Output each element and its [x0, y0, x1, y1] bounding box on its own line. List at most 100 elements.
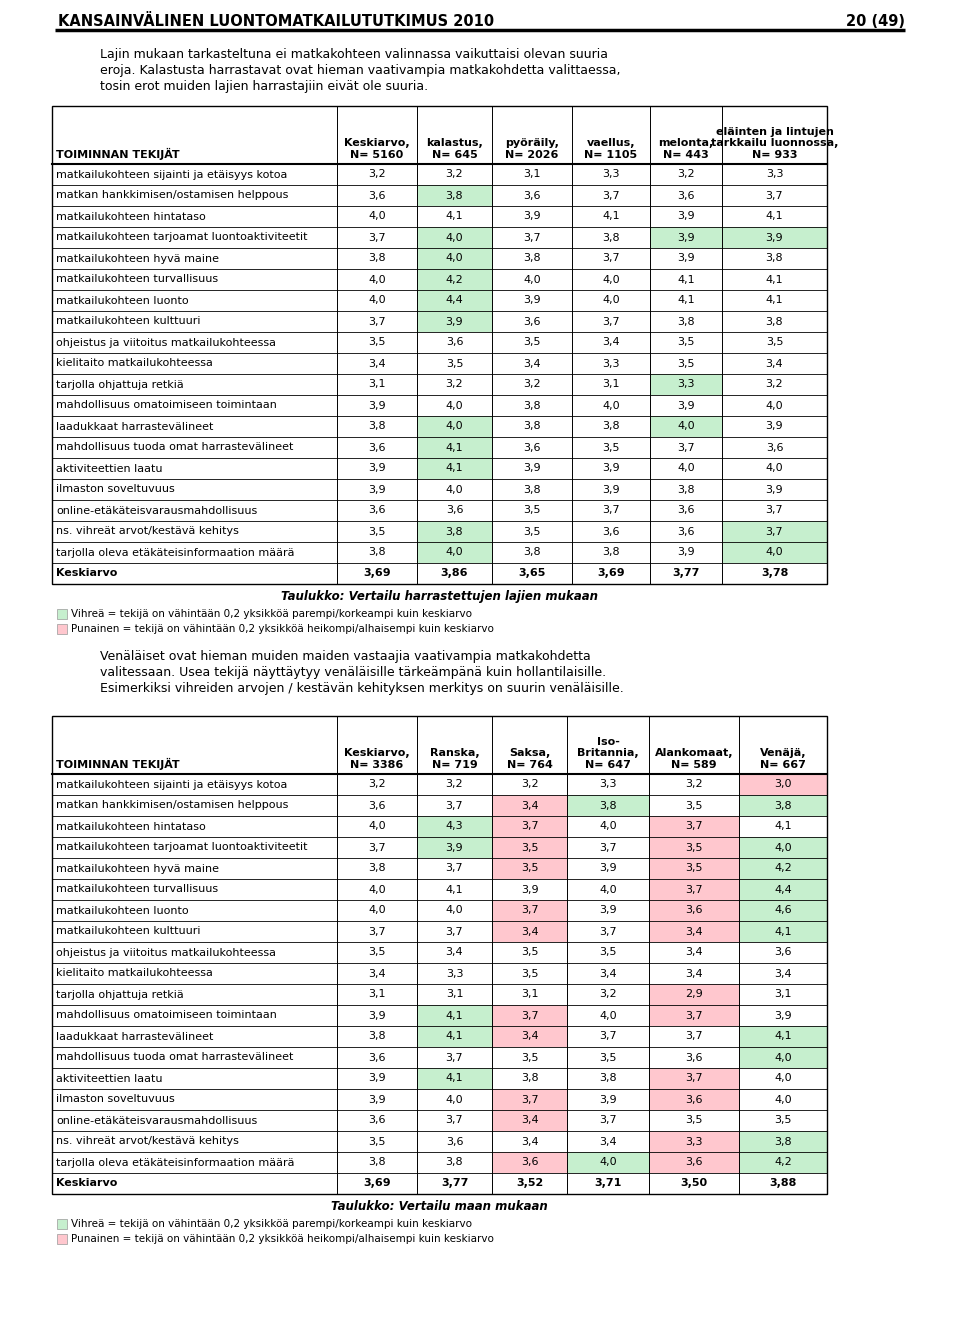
Bar: [492, 1110, 567, 1131]
Bar: [567, 1152, 649, 1173]
Text: 4,1: 4,1: [774, 822, 792, 832]
Text: matkailukohteen turvallisuus: matkailukohteen turvallisuus: [56, 885, 218, 894]
Text: tarjolla ohjattuja retkiä: tarjolla ohjattuja retkiä: [56, 379, 183, 390]
Text: 3,7: 3,7: [685, 1031, 703, 1042]
Text: 3,7: 3,7: [445, 1052, 464, 1063]
Text: 4,1: 4,1: [766, 212, 783, 221]
Text: 4,0: 4,0: [369, 296, 386, 305]
Text: 3,7: 3,7: [599, 1115, 617, 1126]
Bar: [57, 624, 67, 633]
Text: 3,9: 3,9: [766, 422, 783, 431]
Text: Vihreä = tekijä on vähintään 0,2 yksikköä parempi/korkeampi kuin keskiarvo: Vihreä = tekijä on vähintään 0,2 yksikkö…: [71, 609, 472, 619]
Text: 3,8: 3,8: [766, 316, 783, 327]
Text: vaellus,
N= 1105: vaellus, N= 1105: [585, 138, 637, 159]
Text: 3,7: 3,7: [445, 801, 464, 810]
Text: 4,1: 4,1: [445, 1074, 464, 1083]
Text: 3,4: 3,4: [599, 1137, 617, 1146]
Text: 3,8: 3,8: [369, 1031, 386, 1042]
Bar: [650, 374, 722, 395]
Text: KANSAINVÄLINEN LUONTOMATKAILUTUTKIMUS 2010: KANSAINVÄLINEN LUONTOMATKAILUTUTKIMUS 20…: [58, 13, 494, 29]
Text: Vihreä = tekijä on vähintään 0,2 yksikköä parempi/korkeampi kuin keskiarvo: Vihreä = tekijä on vähintään 0,2 yksikkö…: [71, 1218, 472, 1229]
Text: 4,0: 4,0: [602, 274, 620, 284]
Text: 3,69: 3,69: [597, 569, 625, 578]
Text: 3,7: 3,7: [520, 1011, 539, 1020]
Text: matkan hankkimisen/ostamisen helppous: matkan hankkimisen/ostamisen helppous: [56, 801, 288, 810]
Bar: [492, 815, 567, 837]
Text: 3,8: 3,8: [774, 1137, 792, 1146]
Text: 3,3: 3,3: [602, 170, 620, 179]
Text: eläinten ja lintujen
tarkkailu luonnossa,
N= 933: eläinten ja lintujen tarkkailu luonnossa…: [710, 127, 838, 159]
Text: 3,9: 3,9: [677, 233, 695, 242]
Text: 3,5: 3,5: [685, 1115, 703, 1126]
Bar: [492, 1006, 567, 1026]
Text: 4,0: 4,0: [445, 905, 464, 916]
Text: 3,8: 3,8: [599, 1074, 617, 1083]
Text: 3,9: 3,9: [602, 485, 620, 494]
Text: 3,9: 3,9: [369, 400, 386, 411]
Text: 3,0: 3,0: [775, 779, 792, 790]
Text: eroja. Kalastusta harrastavat ovat hieman vaativampia matkakohdetta valittaessa,: eroja. Kalastusta harrastavat ovat hiema…: [100, 64, 620, 78]
Text: Saksa,
N= 764: Saksa, N= 764: [507, 749, 552, 770]
Text: 3,2: 3,2: [520, 779, 539, 790]
Text: 3,71: 3,71: [594, 1178, 622, 1189]
Text: 3,2: 3,2: [369, 170, 386, 179]
Text: 3,5: 3,5: [685, 864, 703, 873]
Text: 4,4: 4,4: [445, 296, 464, 305]
Text: ohjeistus ja viitoitus matkailukohteessa: ohjeistus ja viitoitus matkailukohteessa: [56, 337, 276, 348]
Text: 4,1: 4,1: [445, 442, 464, 453]
Bar: [649, 815, 739, 837]
Text: 3,4: 3,4: [520, 1115, 539, 1126]
Text: online-etäkäteisvarausmahdollisuus: online-etäkäteisvarausmahdollisuus: [56, 1115, 257, 1126]
Text: matkailukohteen luonto: matkailukohteen luonto: [56, 905, 188, 916]
Text: tarjolla oleva etäkäteisinformaation määrä: tarjolla oleva etäkäteisinformaation mää…: [56, 1157, 295, 1168]
Text: ns. vihreät arvot/kestävä kehitys: ns. vihreät arvot/kestävä kehitys: [56, 1137, 239, 1146]
Text: 3,2: 3,2: [685, 779, 703, 790]
Text: ohjeistus ja viitoitus matkailukohteessa: ohjeistus ja viitoitus matkailukohteessa: [56, 948, 276, 957]
Bar: [417, 815, 492, 837]
Text: 3,6: 3,6: [369, 506, 386, 516]
Bar: [57, 1218, 67, 1229]
Text: 4,1: 4,1: [766, 274, 783, 284]
Text: 3,7: 3,7: [445, 927, 464, 936]
Text: 3,6: 3,6: [520, 1157, 539, 1168]
Text: 4,0: 4,0: [599, 1011, 617, 1020]
Text: 3,3: 3,3: [602, 359, 620, 368]
Text: 3,6: 3,6: [369, 801, 386, 810]
Bar: [492, 858, 567, 878]
Text: 3,1: 3,1: [445, 990, 464, 999]
Text: Venäjä,
N= 667: Venäjä, N= 667: [759, 749, 806, 770]
Text: 3,7: 3,7: [602, 316, 620, 327]
Text: 3,5: 3,5: [599, 1052, 616, 1063]
Text: Alankomaat,
N= 589: Alankomaat, N= 589: [655, 749, 733, 770]
Text: 3,8: 3,8: [766, 253, 783, 264]
Bar: [649, 1152, 739, 1173]
Bar: [492, 1152, 567, 1173]
Text: 3,9: 3,9: [445, 842, 464, 853]
Text: 3,9: 3,9: [523, 212, 540, 221]
Text: 3,2: 3,2: [523, 379, 540, 390]
Text: matkailukohteen sijainti ja etäisyys kotoa: matkailukohteen sijainti ja etäisyys kot…: [56, 779, 287, 790]
Bar: [52, 716, 827, 1194]
Text: 3,9: 3,9: [599, 1094, 617, 1105]
Text: Punainen = tekijä on vähintään 0,2 yksikköä heikompi/alhaisempi kuin keskiarvo: Punainen = tekijä on vähintään 0,2 yksik…: [71, 624, 493, 633]
Text: 4,0: 4,0: [445, 253, 464, 264]
Text: 3,5: 3,5: [520, 948, 539, 957]
Bar: [739, 900, 827, 921]
Text: 3,5: 3,5: [523, 337, 540, 348]
Text: TOIMINNAN TEKIJÄT: TOIMINNAN TEKIJÄT: [56, 758, 180, 770]
Text: 4,2: 4,2: [774, 864, 792, 873]
Bar: [417, 291, 492, 311]
Text: 4,0: 4,0: [523, 274, 540, 284]
Text: 3,7: 3,7: [602, 253, 620, 264]
Text: ns. vihreät arvot/kestävä kehitys: ns. vihreät arvot/kestävä kehitys: [56, 526, 239, 537]
Text: 4,0: 4,0: [766, 463, 783, 474]
Text: 3,2: 3,2: [599, 990, 617, 999]
Text: 4,0: 4,0: [599, 822, 617, 832]
Bar: [417, 248, 492, 269]
Text: tosin erot muiden lajien harrastajiin eivät ole suuria.: tosin erot muiden lajien harrastajiin ei…: [100, 80, 428, 92]
Text: ilmaston soveltuvuus: ilmaston soveltuvuus: [56, 485, 175, 494]
Text: 3,9: 3,9: [602, 463, 620, 474]
Bar: [739, 921, 827, 943]
Text: 3,65: 3,65: [518, 569, 545, 578]
Bar: [492, 837, 567, 858]
